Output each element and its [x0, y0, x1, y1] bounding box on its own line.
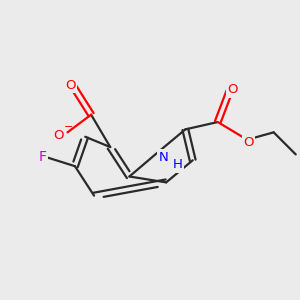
Text: O: O: [243, 136, 254, 149]
Text: H: H: [173, 158, 183, 171]
Text: −: −: [64, 122, 74, 132]
Text: F: F: [38, 150, 46, 164]
Text: O: O: [227, 83, 238, 96]
Text: O: O: [65, 79, 76, 92]
Text: O: O: [53, 129, 64, 142]
Text: N: N: [158, 151, 168, 164]
